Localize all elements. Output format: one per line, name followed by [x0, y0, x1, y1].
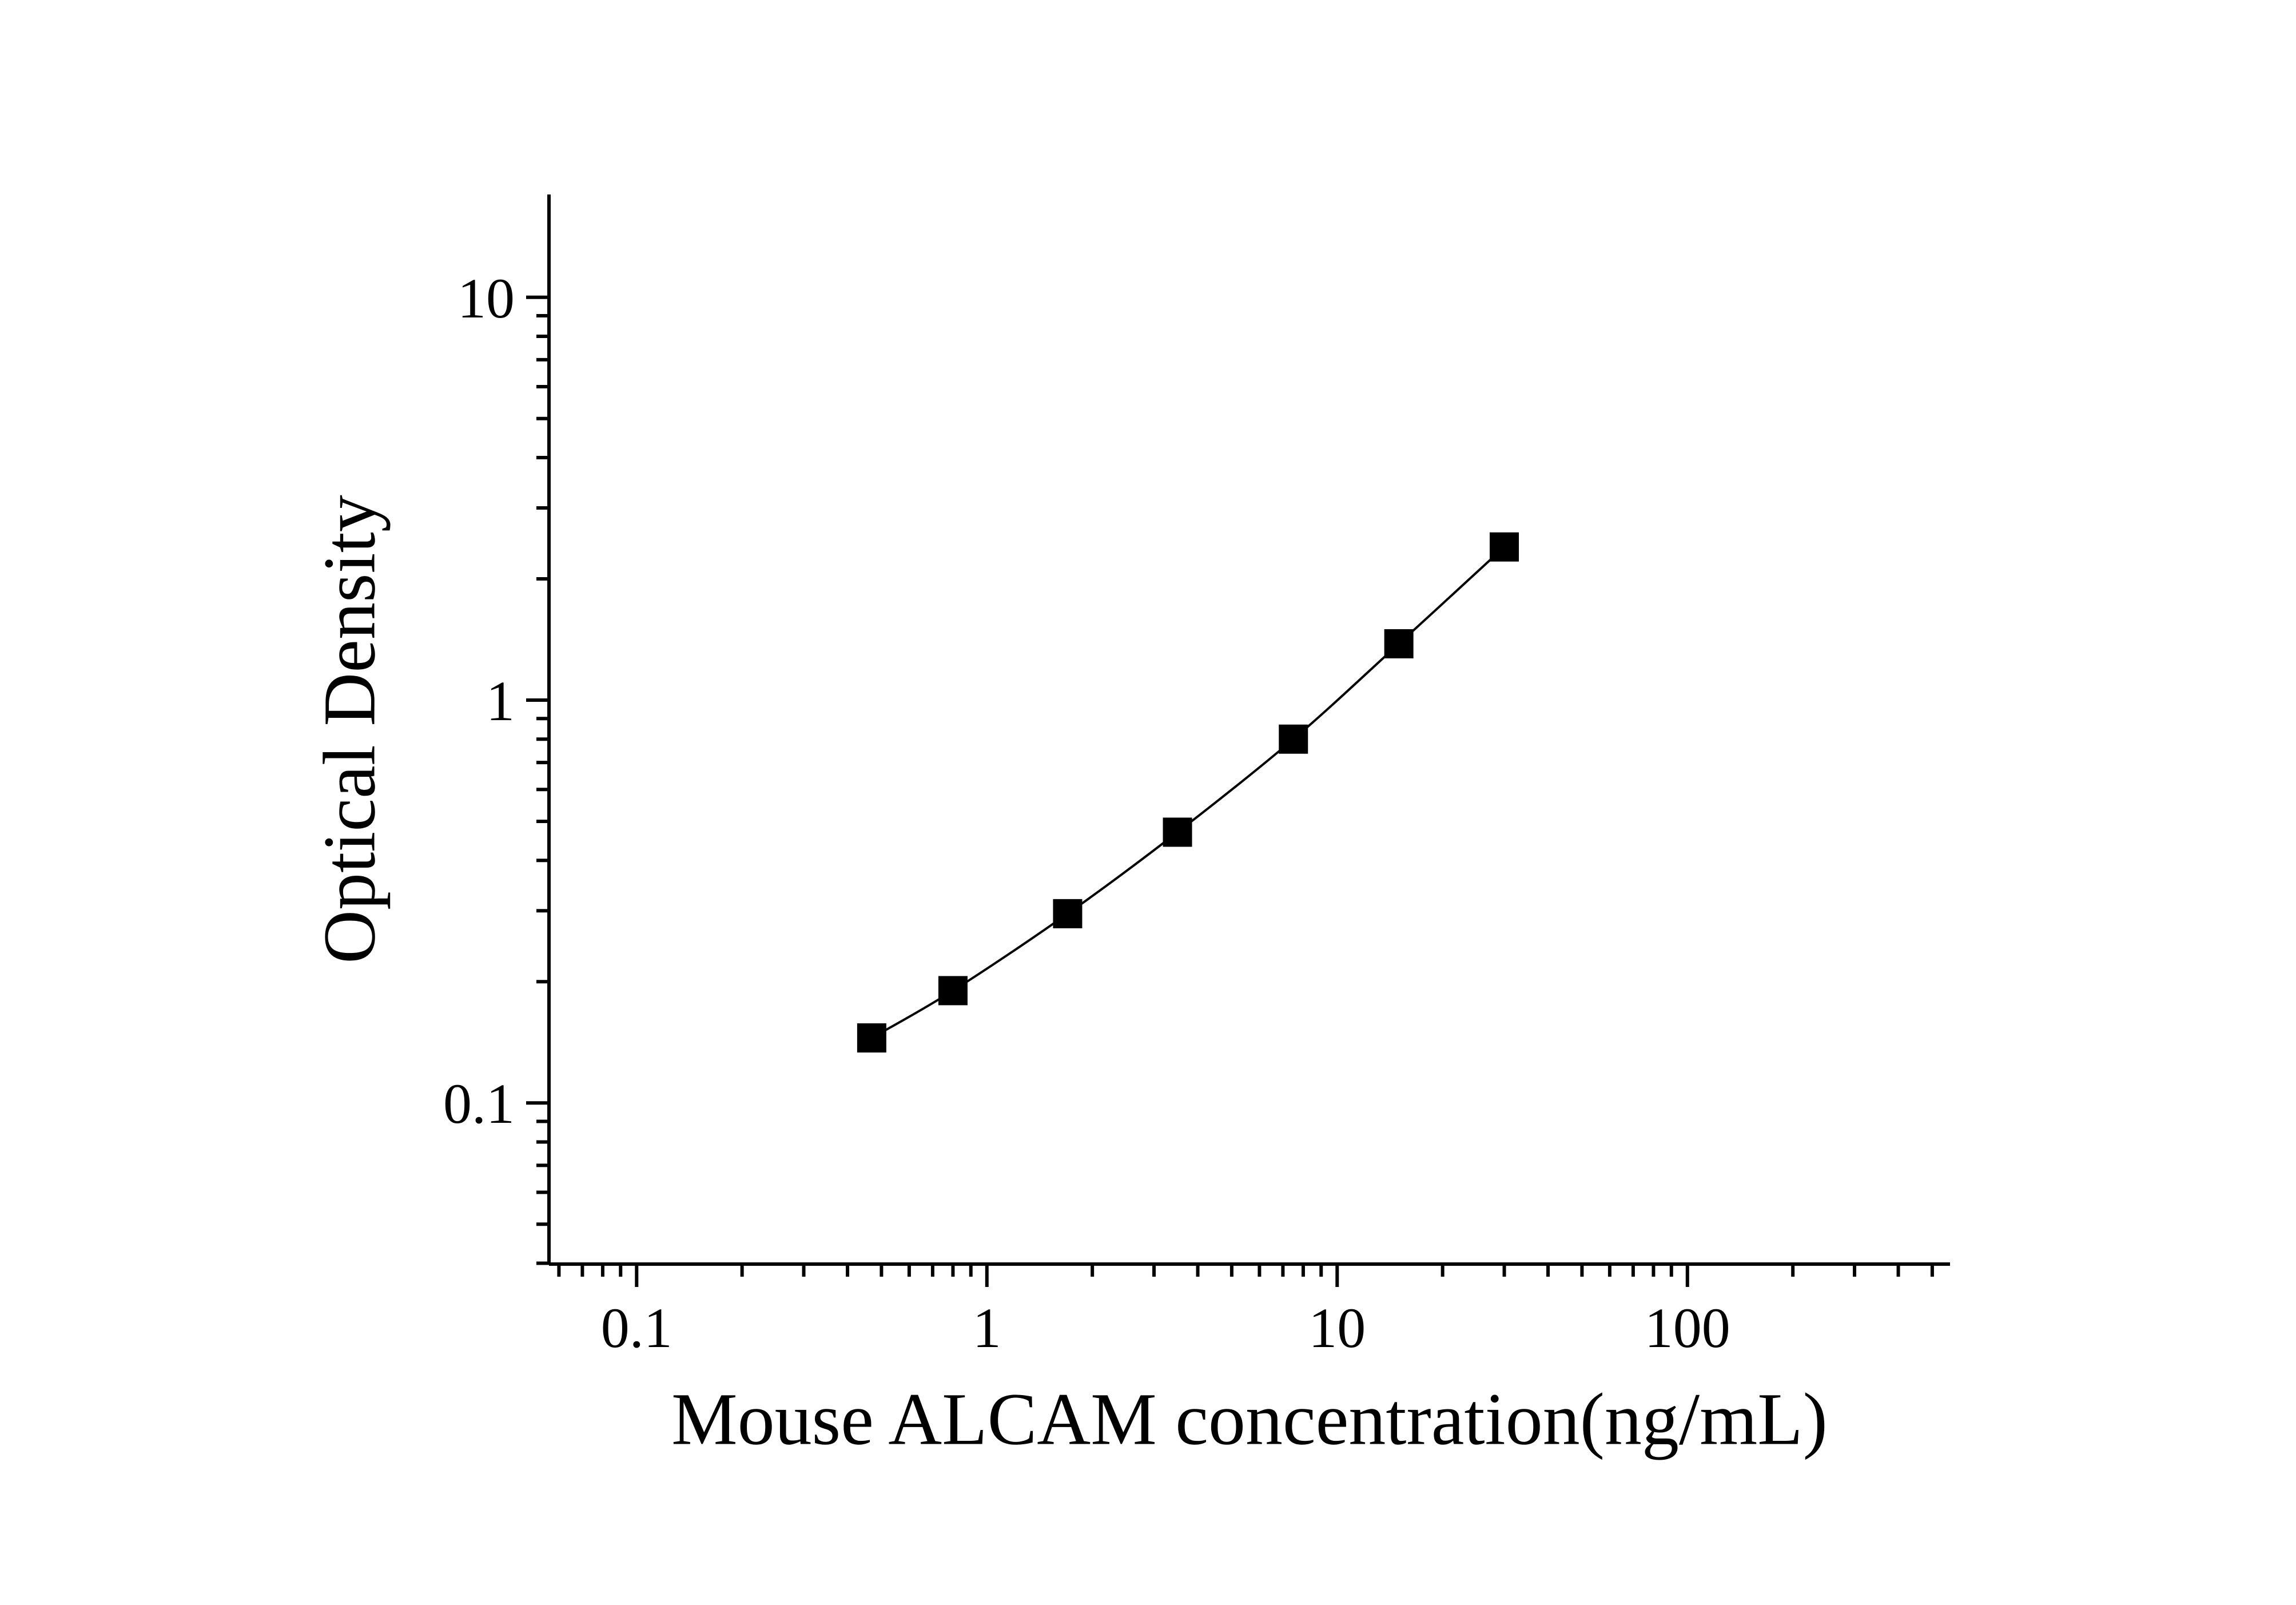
data-point — [1053, 899, 1082, 928]
y-axis-label: Optical Density — [309, 495, 391, 964]
x-tick-label: 1 — [973, 1296, 1001, 1360]
y-tick-label: 0.1 — [443, 1072, 515, 1135]
data-point — [1163, 818, 1192, 847]
y-tick-label: 1 — [486, 669, 515, 733]
data-point — [938, 976, 967, 1005]
data-point — [1384, 629, 1413, 658]
chart-container: 0.1 1 10 100 0.1 1 10 Mouse ALCAM concentration… — [0, 0, 2296, 1605]
data-point — [1490, 533, 1519, 561]
x-tick-label: 0.1 — [601, 1296, 673, 1360]
chart-svg: 0.1 1 10 100 0.1 1 10 Mouse ALCAM concentration… — [0, 0, 2296, 1605]
y-tick-label: 10 — [457, 267, 515, 330]
data-point — [1279, 725, 1308, 753]
x-axis-label: Mouse ALCAM concentration(ng/mL) — [671, 1378, 1828, 1461]
data-point — [857, 1024, 886, 1052]
x-tick-label: 100 — [1645, 1296, 1730, 1360]
x-tick-label: 10 — [1308, 1296, 1366, 1360]
